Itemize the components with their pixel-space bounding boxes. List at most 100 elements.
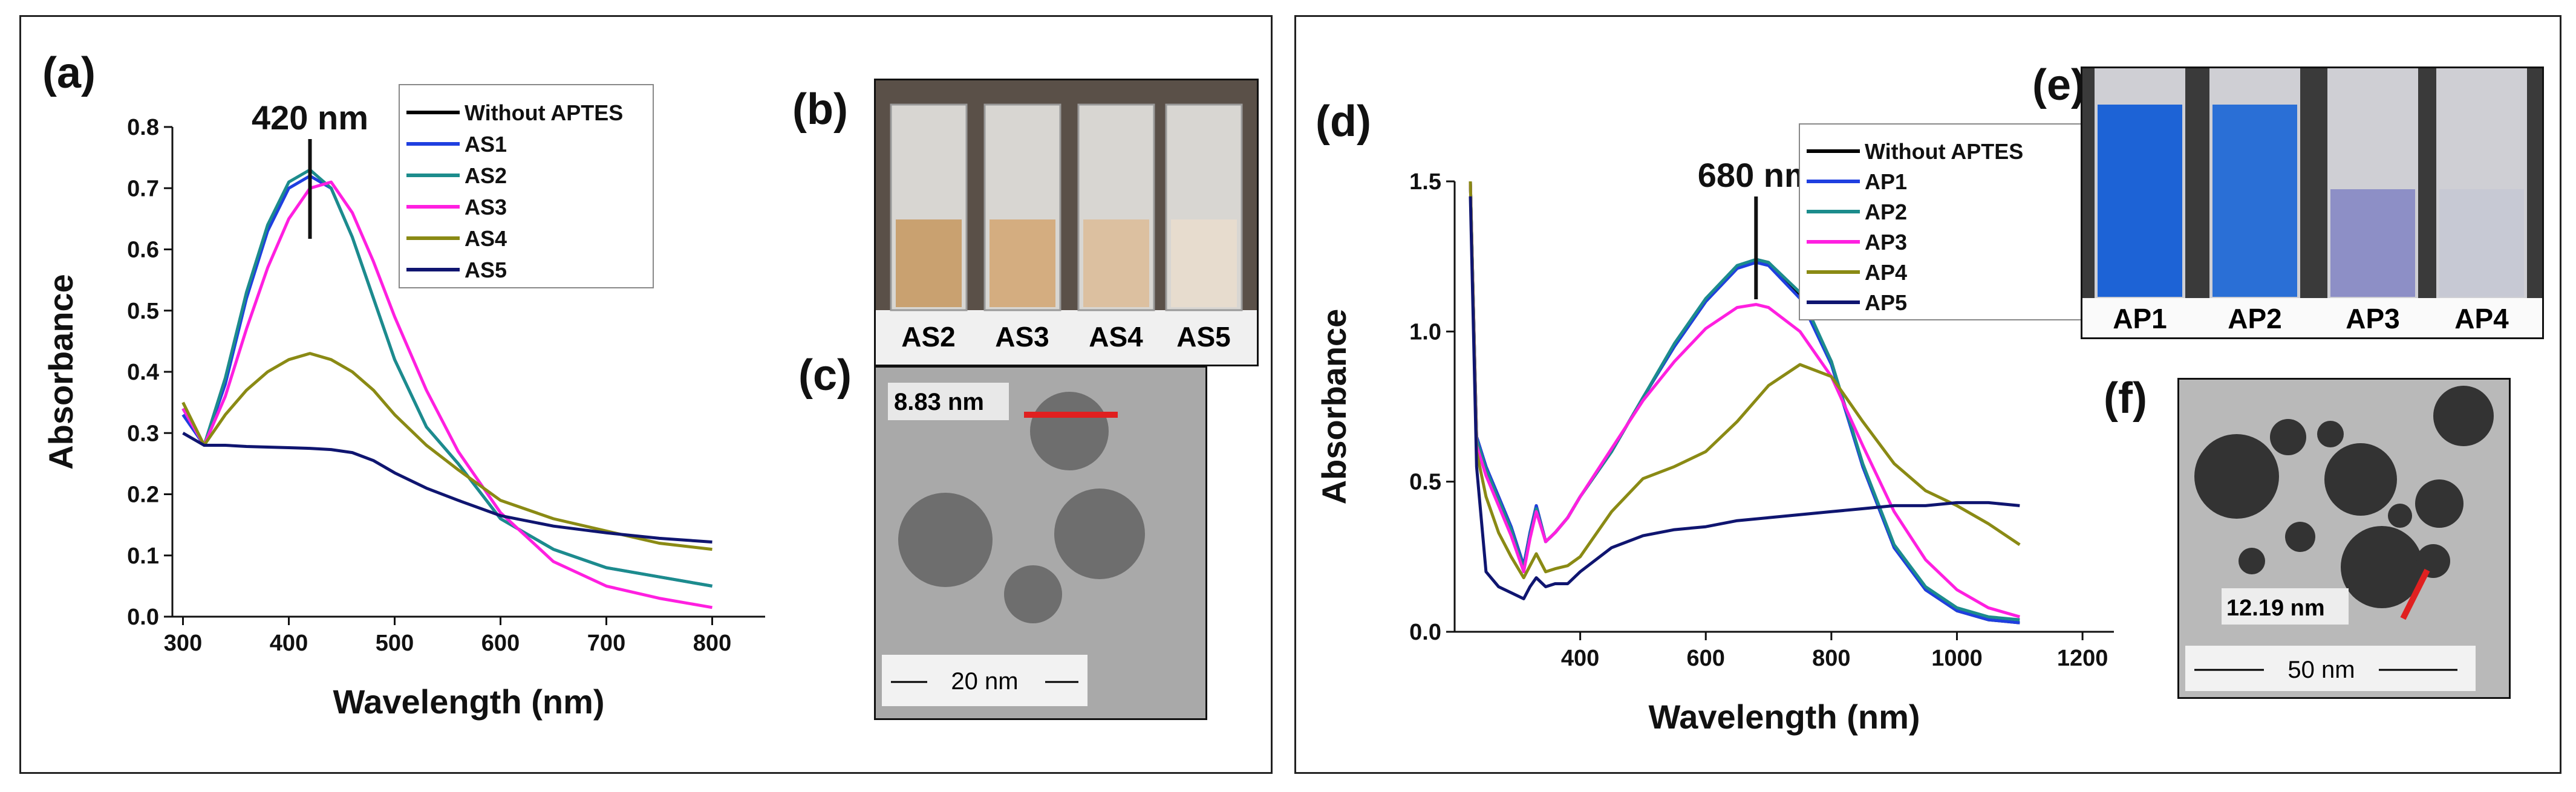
nanoparticle [2341,526,2423,608]
x-tick-label: 700 [587,631,625,656]
nanoparticle [2270,419,2306,455]
annotation-label: 680 nm [1698,156,1815,194]
x-tick-label: 500 [376,631,414,656]
x-tick-label: 600 [1687,646,1725,671]
nanoparticle [1030,392,1109,470]
y-tick-label: 0.3 [127,421,159,446]
nanoparticle [2239,548,2265,574]
cuvette-liquid [1171,219,1237,307]
chart-d: 400 600 800 1000 1200 0.0 0.5 1.0 1.5 Wavelength … [1315,123,2114,736]
nanoparticle [1004,565,1062,623]
legend-entry: AS5 [465,258,507,282]
panel-b-photo: AS2 AS3 AS4 AS5 [874,79,1259,366]
panel-c-tem-image: 8.83 nm 20 nm [874,366,1207,720]
legend-box [399,84,654,288]
legend-box [1799,123,2102,320]
vial-label: AP1 [2113,303,2167,334]
y-axis-title: Absorbance [42,274,80,470]
measure-label-box [2222,588,2349,625]
scale-label: 50 nm [2287,657,2355,683]
annotation-label: 420 nm [252,99,368,137]
vial-liquid [2439,189,2524,297]
nanoparticle [2388,504,2412,528]
series-line-as2 [181,168,712,588]
panel-label-b: (b) [792,85,848,134]
y-axis-title: Absorbance [1315,309,1353,505]
nanoparticle [2433,386,2494,446]
legend-entry: Without APTES [465,100,623,125]
cuvette-label: AS2 [901,321,955,352]
legend-entry: AP4 [1865,260,1907,285]
nanoparticle [2324,443,2397,516]
nanoparticle [2317,421,2344,447]
x-tick-label: 600 [481,631,520,656]
scale-label: 20 nm [951,668,1018,695]
panel-e-photo: AP1 AP2 AP3 AP4 [2081,67,2544,339]
cuvette-liquid [990,219,1055,307]
nanoparticle [2285,522,2315,552]
legend-entry: AP2 [1865,200,1907,224]
cuvette-label: AS5 [1176,321,1230,352]
panel-label-d: (d) [1316,97,1371,146]
legend-entry: AP1 [1865,169,1907,194]
series-line-ap5 [1469,196,2020,600]
series-line-ap2 [1469,181,2020,622]
legend-entry: AS3 [465,195,507,219]
vial-label: AP2 [2228,303,2281,334]
chart-a: 300 400 500 600 700 800 0.0 0.1 0.2 0.3 0.4 0.5 0.6 0… [42,84,765,721]
vial-label: AP3 [2346,303,2399,334]
nanoparticle [1054,489,1145,579]
legend-entry: AS2 [465,163,507,188]
label-strip [876,310,1257,365]
x-tick-label: 800 [693,631,731,656]
nanoparticle [898,493,993,587]
legend-entry: Without APTES [1865,139,2023,164]
cuvette-label: AS4 [1089,321,1143,352]
x-tick-label: 300 [164,631,202,656]
legend-entry: AP5 [1865,290,1907,315]
y-tick-label: 0.1 [127,544,159,569]
cuvette-liquid [1083,219,1149,307]
x-tick-label: 800 [1812,646,1850,671]
nanoparticle [2194,434,2279,519]
y-tick-label: 0.7 [127,176,159,201]
measure-line [2400,568,2430,620]
y-tick-label: 0.0 [1409,620,1441,645]
x-tick-label: 1200 [2057,646,2108,671]
vial-liquid [2330,189,2415,297]
nanoparticle [2416,544,2450,578]
measure-label: 8.83 nm [894,389,984,415]
panel-f-tem-image: 12.19 nm 50 nm [2177,378,2511,699]
measure-label: 12.19 nm [2226,596,2325,621]
y-tick-label: 1.0 [1409,319,1441,345]
panel-label-a: (a) [42,49,96,97]
x-axis-title: Wavelength (nm) [1648,698,1920,736]
vial-liquid [2212,105,2297,297]
nanoparticle [2415,479,2464,528]
y-tick-label: 0.5 [127,299,159,324]
panel-label-f: (f) [2104,374,2147,423]
scale-box [882,655,1087,706]
series-line-ap4 [1469,181,2021,580]
x-axis-title: Wavelength (nm) [333,683,604,721]
cuvette-label: AS3 [995,321,1049,352]
y-tick-label: 0.8 [127,115,159,140]
y-tick-label: 1.5 [1409,169,1441,195]
scale-box [2185,646,2476,691]
legend-entry: AP3 [1865,230,1907,255]
series-line-as5 [182,432,712,544]
panel-label-c: (c) [798,351,852,400]
y-tick-label: 0.6 [127,238,159,263]
y-tick-label: 0.5 [1409,470,1441,495]
x-tick-label: 400 [1561,646,1599,671]
x-tick-label: 1000 [1931,646,1983,671]
vial-liquid [2098,105,2182,297]
legend-entry: AS1 [465,132,507,157]
y-tick-label: 0.2 [127,482,159,508]
series-line-as3 [181,180,712,609]
vial-label: AP4 [2454,303,2509,334]
measure-label-box [888,383,1009,420]
y-tick-label: 0.4 [127,360,159,385]
label-strip [2082,298,2542,337]
x-tick-label: 400 [270,631,308,656]
